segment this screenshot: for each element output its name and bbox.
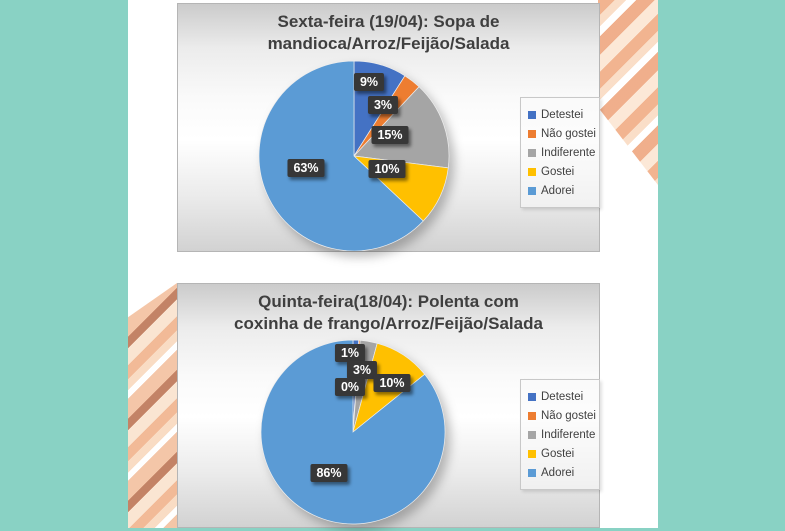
legend-swatch-nao-gostei bbox=[528, 411, 536, 420]
legend-item-gostei: Gostei bbox=[528, 444, 599, 463]
legend-label: Não gostei bbox=[541, 409, 596, 422]
legend-item-detestei: Detestei bbox=[528, 387, 599, 406]
legend-label: Detestei bbox=[541, 390, 584, 403]
chart-title-friday: Sexta-feira (19/04): Sopa de mandioca/Ar… bbox=[178, 11, 599, 55]
legend-swatch-adorei bbox=[528, 468, 536, 477]
legend-swatch-nao-gostei bbox=[528, 129, 536, 138]
chart-title-line1: Sexta-feira (19/04): Sopa de bbox=[277, 12, 500, 31]
legend-item-adorei: Adorei bbox=[528, 181, 599, 200]
legend-item-indiferente: Indiferente bbox=[528, 143, 599, 162]
legend-swatch-detestei bbox=[528, 110, 536, 119]
legend-swatch-gostei bbox=[528, 167, 536, 176]
legend-item-nao-gostei: Não gostei bbox=[528, 124, 599, 143]
legend-label: Indiferente bbox=[541, 428, 596, 441]
data-label-nao-gostei: 0% bbox=[334, 378, 366, 396]
chart-title-line1: Quinta-feira(18/04): Polenta com bbox=[258, 292, 519, 311]
pie-slice-adorei bbox=[258, 60, 424, 251]
watercolor-brush-left bbox=[128, 283, 177, 528]
legend-label: Detestei bbox=[541, 108, 584, 121]
legend-label: Indiferente bbox=[541, 146, 596, 159]
legend-label: Gostei bbox=[541, 447, 575, 460]
chart-title-line2: coxinha de frango/Arroz/Feijão/Salada bbox=[234, 314, 543, 333]
chart-friday: Sexta-feira (19/04): Sopa de mandioca/Ar… bbox=[177, 3, 600, 252]
data-label-nao-gostei: 3% bbox=[367, 96, 399, 114]
legend-item-indiferente: Indiferente bbox=[528, 425, 599, 444]
chart-title-line2: mandioca/Arroz/Feijão/Salada bbox=[267, 34, 510, 53]
legend-item-adorei: Adorei bbox=[528, 463, 599, 482]
data-label-detestei: 1% bbox=[334, 344, 366, 362]
legend-label: Gostei bbox=[541, 165, 575, 178]
data-label-gostei: 10% bbox=[368, 160, 406, 178]
legend-label: Não gostei bbox=[541, 127, 596, 140]
legend-item-nao-gostei: Não gostei bbox=[528, 406, 599, 425]
legend-swatch-detestei bbox=[528, 392, 536, 401]
data-label-detestei: 9% bbox=[353, 73, 385, 91]
legend-swatch-gostei bbox=[528, 449, 536, 458]
pie-chart-friday bbox=[258, 60, 450, 251]
data-label-gostei: 10% bbox=[373, 374, 411, 392]
legend-label: Adorei bbox=[541, 466, 575, 479]
watercolor-brush-top-right bbox=[598, 0, 658, 185]
legend-item-gostei: Gostei bbox=[528, 162, 599, 181]
pie-slice-adorei bbox=[260, 339, 446, 525]
legend-friday: Detestei Não gostei Indiferente Gostei A… bbox=[520, 97, 600, 208]
legend-thursday: Detestei Não gostei Indiferente Gostei A… bbox=[520, 379, 600, 490]
data-label-adorei: 86% bbox=[310, 464, 348, 482]
data-label-adorei: 63% bbox=[287, 159, 325, 177]
data-label-indiferente: 3% bbox=[346, 361, 378, 379]
legend-item-detestei: Detestei bbox=[528, 105, 599, 124]
chart-title-thursday: Quinta-feira(18/04): Polenta com coxinha… bbox=[178, 291, 599, 335]
slide-panel: Sexta-feira (19/04): Sopa de mandioca/Ar… bbox=[128, 0, 658, 528]
legend-swatch-adorei bbox=[528, 186, 536, 195]
legend-swatch-indiferente bbox=[528, 430, 536, 439]
legend-swatch-indiferente bbox=[528, 148, 536, 157]
legend-label: Adorei bbox=[541, 184, 575, 197]
data-label-indiferente: 15% bbox=[371, 126, 409, 144]
chart-thursday: Quinta-feira(18/04): Polenta com coxinha… bbox=[177, 283, 600, 528]
